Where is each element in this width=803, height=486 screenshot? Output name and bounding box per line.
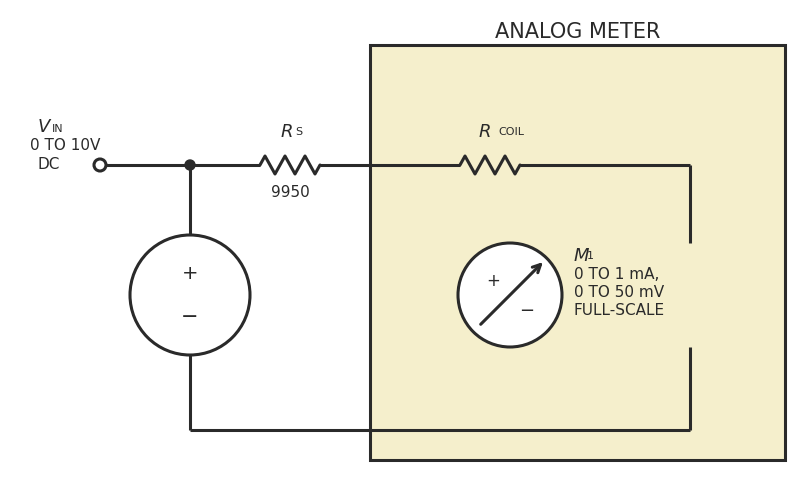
Text: +: + — [486, 272, 499, 290]
Text: COIL: COIL — [497, 127, 524, 137]
Circle shape — [458, 243, 561, 347]
Circle shape — [130, 235, 250, 355]
Circle shape — [185, 160, 195, 170]
Text: IN: IN — [52, 124, 63, 134]
Text: S: S — [295, 127, 302, 137]
Text: 9950: 9950 — [271, 185, 309, 200]
Text: M: M — [573, 247, 589, 265]
Text: +: + — [181, 263, 198, 282]
Text: DC: DC — [38, 157, 60, 172]
Text: ANALOG METER: ANALOG METER — [494, 22, 659, 42]
Text: R: R — [478, 123, 491, 141]
Text: 0 TO 50 mV: 0 TO 50 mV — [573, 285, 663, 300]
Text: V: V — [38, 118, 51, 136]
Text: FULL-SCALE: FULL-SCALE — [573, 303, 664, 318]
Text: 1: 1 — [586, 251, 593, 261]
Text: −: − — [181, 307, 198, 327]
Text: 0 TO 10V: 0 TO 10V — [30, 138, 100, 153]
Bar — [369, 45, 784, 460]
Circle shape — [94, 159, 106, 171]
Text: 0 TO 1 mA,: 0 TO 1 mA, — [573, 267, 658, 282]
Text: −: − — [519, 302, 534, 320]
Text: R: R — [280, 123, 293, 141]
